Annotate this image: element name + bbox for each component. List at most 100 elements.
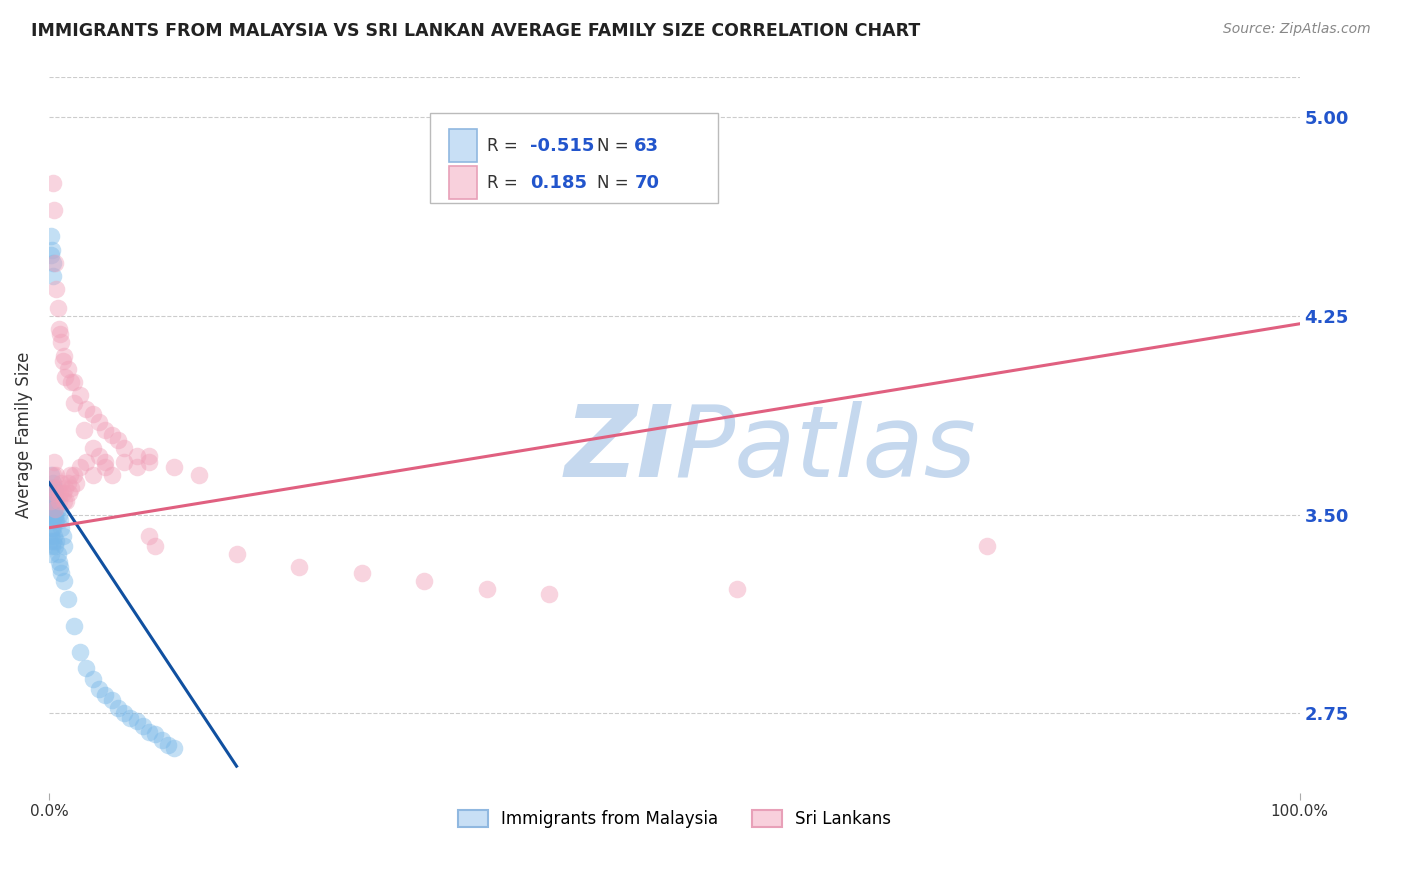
Point — [350, 566, 373, 580]
Point — [53, 574, 76, 588]
Point — [63, 375, 86, 389]
Point — [82, 442, 104, 456]
Point — [48, 555, 70, 569]
Point — [41, 177, 63, 191]
Point — [52, 529, 75, 543]
Point — [41, 502, 63, 516]
Point — [225, 547, 247, 561]
Point — [87, 415, 110, 429]
Point — [58, 486, 80, 500]
Point — [42, 502, 65, 516]
Point — [163, 740, 186, 755]
Point — [44, 502, 66, 516]
Point — [63, 619, 86, 633]
Point — [60, 481, 83, 495]
Point — [49, 560, 72, 574]
Point — [41, 481, 63, 495]
Point — [163, 459, 186, 474]
Legend: Immigrants from Malaysia, Sri Lankans: Immigrants from Malaysia, Sri Lankans — [451, 803, 897, 834]
Text: IMMIGRANTS FROM MALAYSIA VS SRI LANKAN AVERAGE FAMILY SIZE CORRELATION CHART: IMMIGRANTS FROM MALAYSIA VS SRI LANKAN A… — [31, 22, 920, 40]
Point — [39, 508, 62, 522]
Point — [100, 467, 122, 482]
Point — [41, 256, 63, 270]
Point — [475, 582, 498, 596]
Point — [976, 539, 998, 553]
Point — [413, 574, 436, 588]
Point — [53, 369, 76, 384]
Point — [42, 467, 65, 482]
Point — [48, 508, 70, 522]
Point — [56, 592, 79, 607]
Text: Patlas: Patlas — [675, 401, 976, 498]
Point — [143, 727, 166, 741]
Point — [82, 467, 104, 482]
Text: 70: 70 — [634, 174, 659, 192]
Point — [69, 459, 91, 474]
Y-axis label: Average Family Size: Average Family Size — [15, 351, 32, 518]
Point — [55, 494, 77, 508]
Point — [132, 719, 155, 733]
Point — [42, 202, 65, 217]
Point — [120, 711, 142, 725]
Point — [41, 521, 63, 535]
Point — [41, 486, 63, 500]
Point — [150, 732, 173, 747]
Point — [44, 508, 66, 522]
Point — [82, 407, 104, 421]
Point — [63, 467, 86, 482]
Point — [41, 467, 63, 482]
Point — [39, 534, 62, 549]
Point — [107, 701, 129, 715]
Point — [100, 428, 122, 442]
Point — [53, 481, 76, 495]
Point — [53, 349, 76, 363]
Point — [44, 539, 66, 553]
Point — [59, 467, 82, 482]
Text: Source: ZipAtlas.com: Source: ZipAtlas.com — [1223, 22, 1371, 37]
Point — [44, 494, 66, 508]
Point — [73, 423, 96, 437]
Point — [42, 494, 65, 508]
Point — [138, 454, 160, 468]
Point — [69, 388, 91, 402]
Point — [138, 529, 160, 543]
Point — [41, 539, 63, 553]
Point — [87, 449, 110, 463]
Point — [49, 513, 72, 527]
Point — [41, 248, 63, 262]
Point — [52, 354, 75, 368]
FancyBboxPatch shape — [430, 113, 718, 202]
Point — [44, 256, 66, 270]
Text: N =: N = — [596, 136, 634, 154]
Point — [44, 513, 66, 527]
FancyBboxPatch shape — [449, 167, 477, 199]
Point — [112, 442, 135, 456]
Point — [41, 521, 63, 535]
FancyBboxPatch shape — [449, 129, 477, 161]
Point — [41, 508, 63, 522]
Point — [48, 494, 70, 508]
Point — [125, 459, 148, 474]
Point — [41, 529, 63, 543]
Point — [45, 467, 67, 482]
Point — [41, 243, 63, 257]
Point — [41, 475, 63, 490]
Point — [45, 513, 67, 527]
Point — [76, 401, 98, 416]
Point — [45, 494, 67, 508]
Point — [39, 494, 62, 508]
Point — [42, 269, 65, 284]
Point — [42, 481, 65, 495]
Point — [52, 486, 75, 500]
Text: 0.185: 0.185 — [530, 174, 588, 192]
Point — [48, 322, 70, 336]
Point — [45, 534, 67, 549]
Point — [288, 560, 311, 574]
Point — [42, 534, 65, 549]
Point — [94, 454, 117, 468]
Point — [76, 661, 98, 675]
Point — [69, 645, 91, 659]
Point — [112, 706, 135, 721]
Point — [65, 475, 87, 490]
Point — [46, 301, 69, 315]
